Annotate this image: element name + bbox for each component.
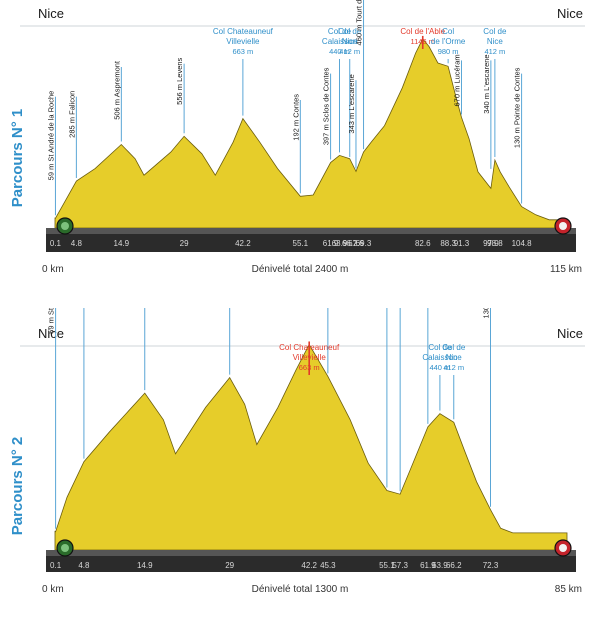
km-tick-label: 14.9 bbox=[137, 561, 153, 570]
start-marker bbox=[56, 217, 74, 235]
km-tick-label: 61.9 bbox=[420, 561, 436, 570]
finish-dot bbox=[559, 544, 567, 552]
km-tick-label: 45.3 bbox=[320, 561, 336, 570]
col-label: 412 m bbox=[484, 47, 505, 56]
finish-marker bbox=[554, 539, 572, 557]
place-label: 506 m Aspremont bbox=[112, 60, 121, 120]
col-label: Col de bbox=[428, 343, 452, 352]
place-label: 460 m Tourt de l'Escarene bbox=[355, 0, 364, 45]
col-label: Col de bbox=[483, 27, 507, 36]
col-label: 440 m bbox=[329, 47, 350, 56]
km-tick-label: 66.2 bbox=[446, 561, 462, 570]
km-tick-label: 69.3 bbox=[356, 239, 372, 248]
place-label: 670 m Lucéram bbox=[452, 54, 461, 106]
x-start-label: 0 km bbox=[42, 584, 64, 595]
place-label: 59 m St André de la Roche bbox=[47, 308, 56, 334]
col-label: Nice bbox=[487, 37, 504, 46]
col-label: Col de bbox=[442, 343, 466, 352]
profile-chart-2: Parcours N° 2 Nice Nice 0.1 4.8 14.9 29 42.2 45.… bbox=[9, 308, 585, 595]
km-tick-label: 91.3 bbox=[454, 239, 470, 248]
place-label: 130 m Pointe de Contes bbox=[482, 308, 491, 318]
elevation-profile bbox=[54, 38, 568, 229]
start-place-label: Nice bbox=[38, 326, 64, 341]
col-label: Nice bbox=[342, 37, 359, 46]
km-tick-label: 98.8 bbox=[487, 239, 503, 248]
col-label: Col de l'Able bbox=[400, 27, 445, 36]
col-label: de l'Orme bbox=[431, 37, 466, 46]
col-label: 663 m bbox=[232, 47, 253, 56]
place-label: 556 m Levens bbox=[175, 57, 184, 104]
place-label: 340 m L'escarene bbox=[482, 54, 491, 113]
col-label: 412 m bbox=[443, 363, 464, 372]
end-place-label: Nice bbox=[557, 6, 583, 21]
km-tick-label: 63.9 bbox=[432, 561, 448, 570]
start-marker bbox=[56, 539, 74, 557]
finish-marker bbox=[554, 217, 572, 235]
elevation-profile bbox=[54, 343, 568, 551]
km-tick-label: 57.3 bbox=[392, 561, 408, 570]
km-tick-label: 63.9 bbox=[332, 239, 348, 248]
km-tick-label: 61.9 bbox=[323, 239, 339, 248]
col-label: Col Chateauneuf bbox=[213, 27, 274, 36]
km-band bbox=[46, 234, 576, 252]
col-label: Nice bbox=[446, 353, 463, 362]
finish-dot bbox=[559, 222, 567, 230]
place-label: 192 m Contes bbox=[291, 94, 300, 141]
total-climb-label: Dénivelé total 2400 m bbox=[252, 264, 349, 275]
km-tick-label: 42.2 bbox=[235, 239, 251, 248]
place-label: 397 m Sclos de Contes bbox=[322, 67, 331, 145]
col-label: 980 m bbox=[438, 47, 459, 56]
col-label: Calaisson bbox=[422, 353, 457, 362]
col-label: Col de bbox=[338, 27, 362, 36]
km-tick-label: 4.8 bbox=[71, 239, 83, 248]
chart-title: Parcours N° 2 bbox=[9, 437, 26, 536]
km-tick-label: 66.2 bbox=[342, 239, 358, 248]
profile-chart-1: Parcours N° 1 Nice Nice 0.1 4.8 14.9 29 42.2 55.… bbox=[9, 0, 585, 275]
col-label: 440 m bbox=[429, 363, 450, 372]
km-tick-label: 55.1 bbox=[379, 561, 395, 570]
km-tick-label: 0.1 bbox=[50, 239, 62, 248]
start-dot bbox=[61, 222, 69, 230]
km-tick-label: 29 bbox=[180, 239, 189, 248]
km-tick-label: 4.8 bbox=[78, 561, 90, 570]
km-tick-label: 42.2 bbox=[301, 561, 317, 570]
start-dot bbox=[61, 544, 69, 552]
km-tick-label: 55.1 bbox=[293, 239, 309, 248]
place-label: 343 m L'escarene bbox=[347, 74, 356, 133]
km-tick-label: 72.3 bbox=[483, 561, 499, 570]
col-label: Col bbox=[442, 27, 454, 36]
km-tick-label: 104.8 bbox=[512, 239, 533, 248]
ground-strip bbox=[46, 228, 576, 234]
ground-strip bbox=[46, 550, 576, 556]
place-label: 59 m St André de la Roche bbox=[46, 91, 55, 181]
end-place-label: Nice bbox=[557, 326, 583, 341]
km-tick-label: 0.1 bbox=[50, 561, 62, 570]
place-label: 285 m Falicon bbox=[67, 91, 76, 138]
x-end-label: 85 km bbox=[555, 584, 582, 595]
place-label: 130 m Pointe de Contes bbox=[513, 67, 522, 148]
col-label: 412 m bbox=[339, 47, 360, 56]
km-tick-label: 88.3 bbox=[440, 239, 456, 248]
km-tick-label: 82.6 bbox=[415, 239, 431, 248]
km-tick-label: 97.9 bbox=[483, 239, 499, 248]
total-climb-label: Dénivelé total 1300 m bbox=[252, 584, 349, 595]
x-end-label: 115 km bbox=[550, 264, 582, 275]
km-band bbox=[46, 556, 576, 572]
col-label: Villevielle bbox=[226, 37, 260, 46]
x-start-label: 0 km bbox=[42, 264, 64, 275]
km-tick-label: 29 bbox=[225, 561, 234, 570]
col-label: Calaisson bbox=[322, 37, 357, 46]
km-tick-label: 67.6 bbox=[348, 239, 364, 248]
col-label: Col de bbox=[328, 27, 352, 36]
km-tick-label: 14.9 bbox=[114, 239, 130, 248]
chart-title: Parcours N° 1 bbox=[9, 109, 26, 208]
start-place-label: Nice bbox=[38, 6, 64, 21]
